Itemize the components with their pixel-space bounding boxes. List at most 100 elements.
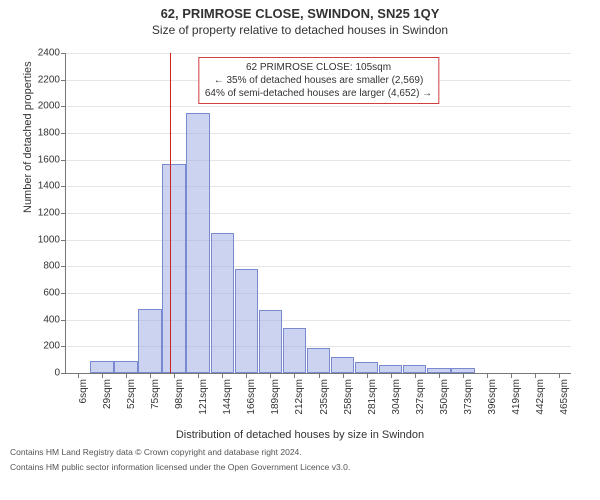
ytick-mark (61, 346, 66, 347)
xtick-label: 327sqm (415, 379, 426, 415)
ytick-mark (61, 186, 66, 187)
ytick-mark (61, 373, 66, 374)
xtick-mark (222, 373, 223, 378)
ytick-mark (61, 106, 66, 107)
gridline (66, 106, 571, 107)
xtick-label: 98sqm (174, 379, 185, 409)
ytick-mark (61, 80, 66, 81)
xtick-mark (198, 373, 199, 378)
xtick-mark (535, 373, 536, 378)
histogram-bar (138, 309, 162, 373)
histogram-bar (162, 164, 186, 373)
xtick-label: 166sqm (246, 379, 257, 415)
xtick-label: 350sqm (439, 379, 450, 415)
legend-line3: 64% of semi-detached houses are larger (… (205, 87, 432, 100)
gridline (66, 293, 571, 294)
legend-line1: 62 PRIMROSE CLOSE: 105sqm (205, 61, 432, 74)
ytick-mark (61, 320, 66, 321)
ytick-mark (61, 160, 66, 161)
gridline (66, 213, 571, 214)
ytick-label: 2000 (38, 101, 60, 112)
histogram-bar (186, 113, 210, 373)
ytick-label: 1200 (38, 208, 60, 219)
xtick-label: 75sqm (150, 379, 161, 409)
xtick-mark (102, 373, 103, 378)
xtick-mark (559, 373, 560, 378)
xtick-label: 281sqm (367, 379, 378, 415)
gridline (66, 186, 571, 187)
histogram-bar (403, 365, 427, 373)
ytick-label: 200 (43, 341, 60, 352)
xtick-mark (439, 373, 440, 378)
histogram-bar (259, 310, 283, 373)
xtick-mark (415, 373, 416, 378)
xtick-label: 373sqm (463, 379, 474, 415)
xtick-mark (270, 373, 271, 378)
x-axis-label: Distribution of detached houses by size … (10, 429, 590, 441)
xtick-label: 52sqm (126, 379, 137, 409)
ytick-label: 2200 (38, 74, 60, 85)
chart-container: Number of detached properties 62 PRIMROS… (10, 43, 590, 443)
y-axis-label: Number of detached properties (22, 61, 34, 213)
xtick-label: 258sqm (343, 379, 354, 415)
xtick-label: 29sqm (102, 379, 113, 409)
ytick-label: 400 (43, 314, 60, 325)
gridline (66, 133, 571, 134)
footer-line1: Contains HM Land Registry data © Crown c… (10, 447, 590, 458)
xtick-label: 189sqm (270, 379, 281, 415)
gridline (66, 240, 571, 241)
ytick-label: 600 (43, 288, 60, 299)
ytick-label: 1400 (38, 181, 60, 192)
xtick-label: 212sqm (294, 379, 305, 415)
xtick-label: 419sqm (511, 379, 522, 415)
xtick-mark (150, 373, 151, 378)
ytick-label: 2400 (38, 48, 60, 59)
histogram-bar (283, 328, 307, 373)
xtick-mark (319, 373, 320, 378)
histogram-bar (307, 348, 331, 373)
legend-box: 62 PRIMROSE CLOSE: 105sqm ← 35% of detac… (198, 57, 439, 104)
xtick-label: 235sqm (319, 379, 330, 415)
histogram-bar (355, 362, 379, 373)
histogram-bar (211, 233, 235, 373)
gridline (66, 160, 571, 161)
xtick-label: 465sqm (559, 379, 570, 415)
histogram-bar (379, 365, 403, 373)
xtick-mark (78, 373, 79, 378)
ytick-mark (61, 53, 66, 54)
xtick-mark (367, 373, 368, 378)
ytick-mark (61, 133, 66, 134)
xtick-mark (174, 373, 175, 378)
ytick-label: 1800 (38, 128, 60, 139)
gridline (66, 53, 571, 54)
xtick-mark (487, 373, 488, 378)
xtick-label: 442sqm (535, 379, 546, 415)
ytick-label: 1000 (38, 234, 60, 245)
xtick-mark (511, 373, 512, 378)
xtick-label: 304sqm (391, 379, 402, 415)
histogram-bar (90, 361, 114, 373)
ytick-label: 1600 (38, 154, 60, 165)
xtick-mark (391, 373, 392, 378)
xtick-mark (126, 373, 127, 378)
xtick-mark (343, 373, 344, 378)
ytick-mark (61, 240, 66, 241)
reference-line (170, 53, 171, 373)
gridline (66, 266, 571, 267)
ytick-mark (61, 266, 66, 267)
xtick-label: 144sqm (222, 379, 233, 415)
ytick-label: 800 (43, 261, 60, 272)
legend-line2: ← 35% of detached houses are smaller (2,… (205, 74, 432, 87)
footer-line2: Contains HM public sector information li… (10, 462, 590, 473)
ytick-label: 0 (54, 368, 60, 379)
page-title: 62, PRIMROSE CLOSE, SWINDON, SN25 1QY (0, 6, 600, 21)
histogram-bar (114, 361, 138, 373)
xtick-label: 121sqm (198, 379, 209, 415)
ytick-mark (61, 293, 66, 294)
ytick-mark (61, 213, 66, 214)
histogram-bar (235, 269, 259, 373)
xtick-label: 396sqm (487, 379, 498, 415)
plot-area: 62 PRIMROSE CLOSE: 105sqm ← 35% of detac… (65, 53, 571, 374)
xtick-mark (463, 373, 464, 378)
xtick-mark (294, 373, 295, 378)
